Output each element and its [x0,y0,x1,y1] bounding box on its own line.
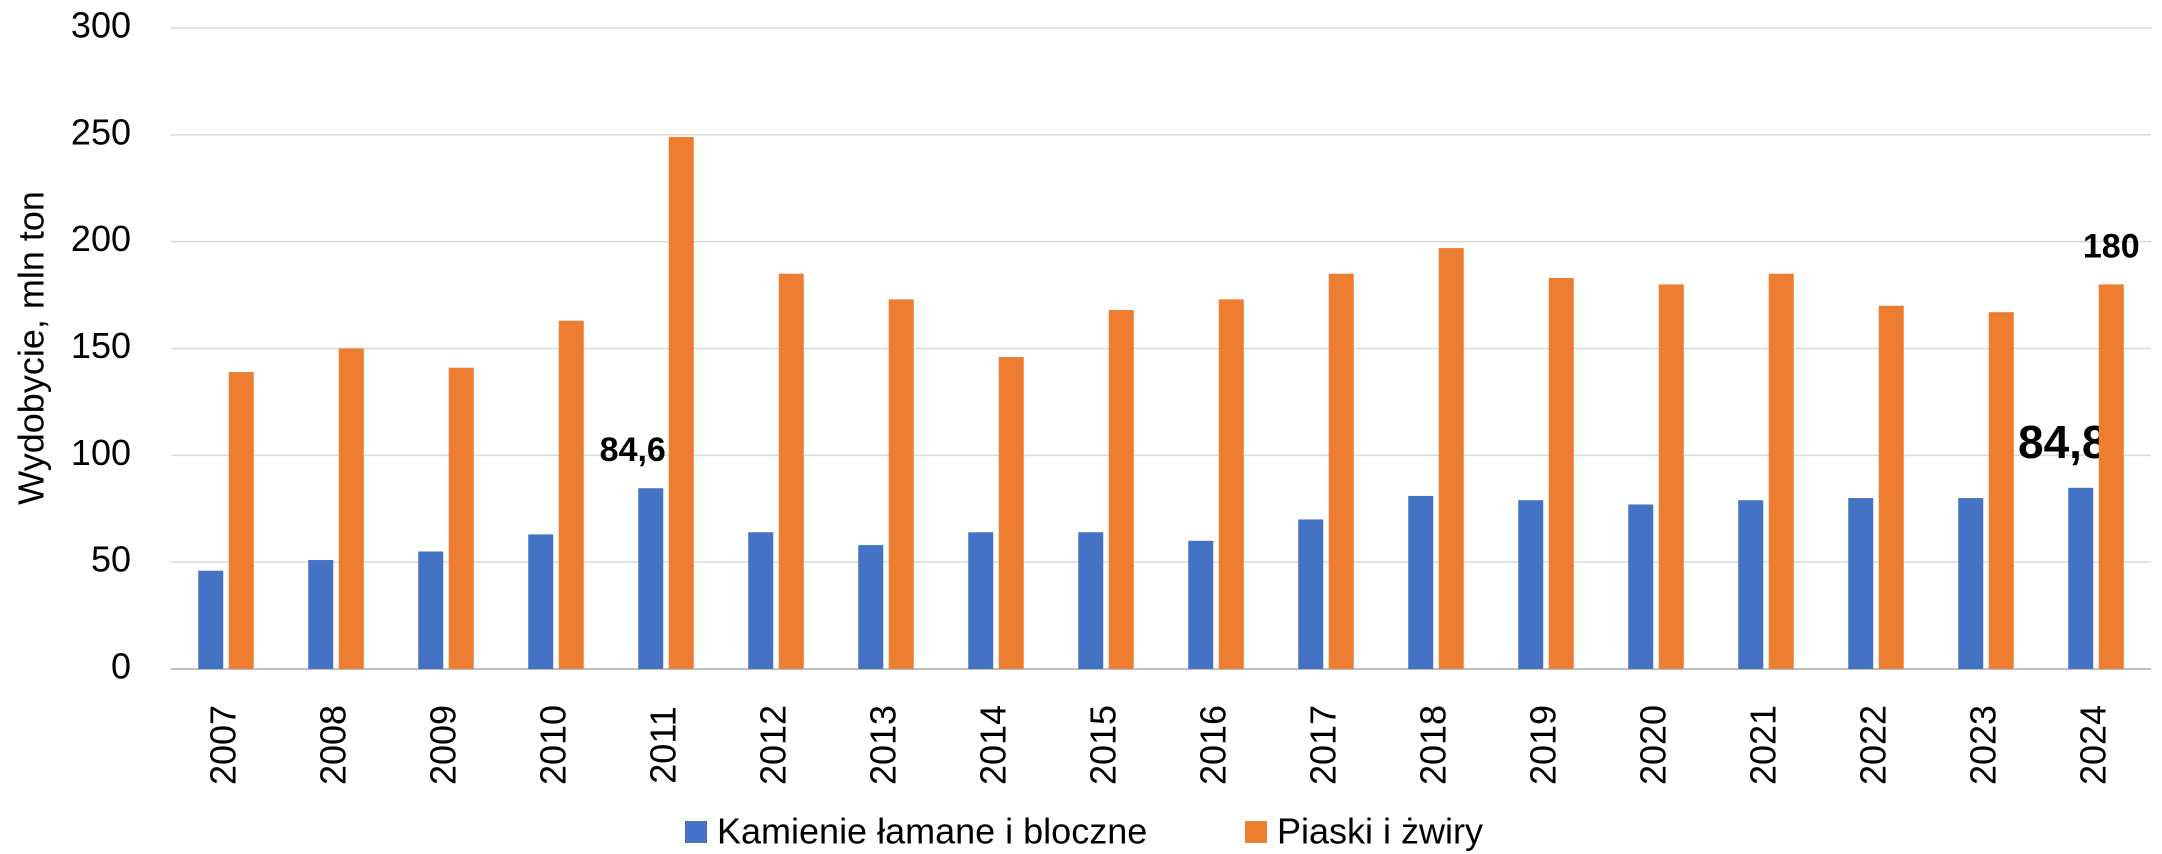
bar [858,545,884,669]
y-tick-label: 200 [71,218,131,259]
legend-swatch [685,821,707,843]
bar [418,551,444,669]
x-tick-label: 2012 [753,705,794,785]
bar [888,299,914,669]
x-tick-label: 2019 [1523,705,1564,785]
x-tick-label: 2017 [1303,705,1344,785]
y-tick-label: 150 [71,325,131,366]
bar [1078,532,1104,669]
y-axis-label: Wydobycie, mln ton [11,191,52,505]
bar [1438,248,1464,669]
bar [308,560,334,669]
data-label: 84,6 [600,431,666,469]
bar [1738,500,1764,669]
bar [1218,299,1244,669]
bar [1408,495,1434,669]
bar [2098,284,2124,669]
bar [1188,540,1214,669]
bar [1518,500,1544,669]
bar [228,372,254,669]
bar [1298,519,1324,669]
bar [1768,273,1794,669]
bar [1988,312,2014,669]
bar [1548,277,1574,669]
x-tick-label: 2013 [863,705,904,785]
bar [1108,310,1134,669]
bar [1848,498,1874,669]
y-tick-label: 100 [71,432,131,473]
x-tick-label: 2007 [203,705,244,785]
bar [748,532,774,669]
x-tick-label: 2022 [1853,705,1894,785]
x-tick-label: 2024 [2073,705,2114,785]
legend-label: Kamienie łamane i bloczne [717,811,1147,852]
legend-swatch [1245,821,1267,843]
y-tick-label: 50 [91,539,131,580]
x-tick-label: 2010 [533,705,574,785]
bar [638,488,664,669]
bar [1628,504,1654,669]
bar [778,273,804,669]
y-tick-label: 300 [71,5,131,46]
x-tick-label: 2021 [1743,705,1784,785]
bar [998,357,1024,669]
legend-label: Piaski i żwiry [1277,811,1483,852]
bar [558,320,584,669]
y-tick-label: 250 [71,111,131,152]
bar [1658,284,1684,669]
x-tick-label: 2011 [643,706,684,783]
x-tick-label: 2009 [423,705,464,785]
x-tick-label: 2020 [1633,705,1674,785]
data-label: 180 [2083,227,2140,265]
bar [338,348,364,669]
data-label: 84,8 [2018,416,2108,468]
x-tick-label: 2018 [1413,705,1454,785]
bar [528,534,554,669]
x-tick-label: 2008 [313,705,354,785]
bar [668,136,694,670]
bar [2068,487,2094,669]
x-tick-label: 2023 [1963,705,2004,785]
y-tick-label: 0 [111,646,131,687]
x-tick-label: 2014 [973,705,1014,785]
bar [198,570,224,669]
bar [1878,305,1904,669]
bar [448,367,474,669]
bar [968,532,994,669]
x-tick-label: 2015 [1083,705,1124,785]
x-tick-label: 2016 [1193,705,1234,785]
bar [1958,498,1984,669]
bar [1328,273,1354,669]
